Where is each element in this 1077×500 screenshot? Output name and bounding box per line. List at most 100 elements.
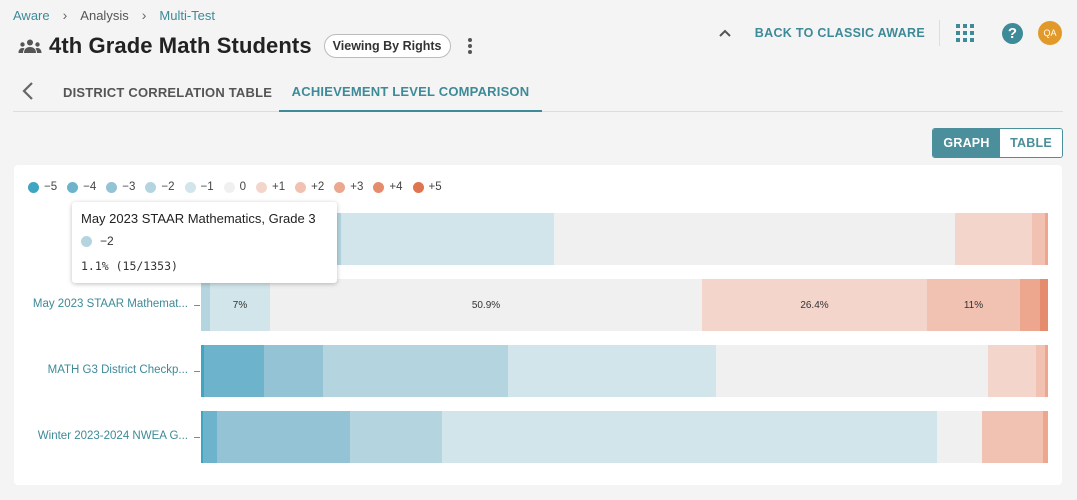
graph-toggle-button[interactable]: GRAPH	[933, 129, 1000, 157]
chevron-up-icon[interactable]	[715, 23, 735, 43]
legend-label: +5	[428, 181, 442, 193]
legend-label: −1	[200, 181, 214, 193]
chevron-right-icon: ›	[62, 7, 68, 23]
chart-tooltip: May 2023 STAAR Mathematics, Grade 3 −2 1…	[72, 202, 337, 283]
bar-segment[interactable]	[341, 213, 554, 265]
chevron-right-icon: ›	[141, 7, 147, 23]
bar-segment[interactable]	[201, 279, 210, 331]
title-bar: 4th Grade Math Students Viewing By Right…	[18, 30, 477, 62]
bar-segment[interactable]	[982, 411, 1043, 463]
breadcrumb-analysis[interactable]: Analysis	[80, 7, 129, 23]
breadcrumb: Aware › Analysis › Multi-Test	[13, 7, 215, 23]
chevron-left-icon[interactable]	[21, 81, 35, 101]
back-to-classic-button[interactable]: BACK TO CLASSIC AWARE	[754, 26, 925, 40]
tab-district-correlation-table[interactable]: DISTRICT CORRELATION TABLE	[63, 84, 273, 100]
viewing-by-rights-pill[interactable]: Viewing By Rights	[323, 34, 451, 58]
divider	[939, 20, 940, 46]
legend-item[interactable]: +2	[295, 181, 324, 193]
legend-swatch	[184, 181, 196, 193]
bar-segment[interactable]	[1040, 279, 1048, 331]
tab-bar: DISTRICT CORRELATION TABLE ACHIEVEMENT L…	[13, 72, 1063, 112]
avatar[interactable]: QA	[1038, 21, 1062, 45]
stacked-bar: 7% 50.9% 26.4% 11%	[201, 279, 1048, 331]
legend-item[interactable]: 0	[223, 181, 247, 193]
legend-item[interactable]: −1	[184, 181, 214, 193]
chart-legend: −5 −4 −3 −2 −1 0 +1 +2 +3 +4 +5	[28, 180, 452, 194]
bar-segment[interactable]	[323, 345, 508, 397]
legend-label: −3	[122, 181, 136, 193]
bar-segment[interactable]	[937, 411, 982, 463]
bar-segment[interactable]	[217, 411, 350, 463]
breadcrumb-aware[interactable]: Aware	[13, 7, 50, 23]
legend-item[interactable]: +3	[334, 181, 363, 193]
view-toggle: GRAPH TABLE	[932, 128, 1063, 158]
legend-item[interactable]: +1	[256, 181, 285, 193]
bar-segment[interactable]	[1043, 411, 1048, 463]
bar-segment[interactable]	[955, 213, 1032, 265]
bar-segment[interactable]	[442, 411, 937, 463]
bar-segment[interactable]	[1020, 279, 1040, 331]
axis-tick	[194, 371, 200, 372]
legend-item[interactable]: +4	[373, 181, 403, 193]
tab-achievement-level-comparison[interactable]: ACHIEVEMENT LEVEL COMPARISON	[279, 72, 542, 112]
legend-label: +3	[350, 181, 364, 193]
bar-segment[interactable]	[1036, 345, 1045, 397]
legend-label: +1	[272, 181, 286, 193]
legend-swatch	[28, 181, 39, 193]
row-label[interactable]: Winter 2023-2024 NWEA G...	[37, 430, 188, 442]
bar-segment[interactable]	[508, 345, 716, 397]
bar-segment[interactable]	[201, 411, 203, 463]
bar-segment[interactable]	[203, 411, 217, 463]
bar-segment[interactable]	[1032, 213, 1045, 265]
legend-swatch	[145, 181, 157, 193]
breadcrumb-multi-test[interactable]: Multi-Test	[159, 7, 216, 23]
legend-item[interactable]: −3	[106, 181, 135, 193]
bar-segment[interactable]	[988, 345, 1036, 397]
bar-segment[interactable]: 7%	[210, 279, 270, 331]
stacked-bar	[201, 411, 1048, 463]
group-icon	[18, 39, 42, 53]
legend-swatch	[412, 181, 424, 193]
legend-item[interactable]: −4	[67, 181, 96, 193]
legend-label: +4	[389, 181, 403, 193]
bar-segment[interactable]: 26.4%	[702, 279, 927, 331]
table-toggle-button[interactable]: TABLE	[1000, 129, 1062, 157]
legend-label: −5	[44, 181, 58, 193]
tooltip-level-dot	[81, 236, 92, 247]
legend-swatch	[256, 181, 268, 193]
legend-swatch	[295, 181, 307, 193]
legend-label: −2	[161, 181, 175, 193]
row-label[interactable]: MATH G3 District Checkp...	[47, 364, 188, 376]
row-label[interactable]: May 2023 STAAR Mathemat...	[32, 298, 188, 310]
bar-segment[interactable]	[716, 345, 988, 397]
more-options-icon[interactable]	[463, 36, 477, 56]
tooltip-title: May 2023 STAAR Mathematics, Grade 3	[81, 211, 316, 226]
apps-grid-icon[interactable]	[956, 24, 974, 42]
axis-tick	[194, 437, 200, 438]
axis-tick	[194, 305, 200, 306]
legend-swatch	[223, 181, 235, 193]
legend-label: −4	[83, 181, 97, 193]
legend-label: 0	[239, 181, 247, 193]
bar-segment[interactable]	[554, 213, 955, 265]
bar-segment[interactable]: 11%	[927, 279, 1020, 331]
bar-segment[interactable]	[201, 345, 204, 397]
bar-segment[interactable]	[1045, 213, 1048, 265]
header-actions: BACK TO CLASSIC AWARE ? QA	[715, 20, 1062, 46]
legend-swatch	[106, 181, 118, 193]
bar-segment[interactable]	[264, 345, 323, 397]
bar-segment[interactable]	[1045, 345, 1048, 397]
page-title: 4th Grade Math Students	[49, 33, 312, 58]
legend-item[interactable]: +5	[412, 181, 442, 193]
help-icon[interactable]: ?	[1002, 22, 1023, 44]
legend-label: +2	[311, 181, 325, 193]
legend-item[interactable]: −2	[145, 181, 175, 193]
bar-segment[interactable]	[204, 345, 264, 397]
tooltip-value: 1.1% (15/1353)	[81, 259, 178, 273]
bar-segment[interactable]	[350, 411, 442, 463]
tooltip-level: −2	[100, 234, 114, 248]
stacked-bar	[201, 345, 1048, 397]
legend-item[interactable]: −5	[28, 181, 57, 193]
bar-segment[interactable]: 50.9%	[270, 279, 702, 331]
chart-card: −5−4−3−2−10+1+2+3+4+5 Spring 2May 2023 S…	[14, 165, 1062, 485]
